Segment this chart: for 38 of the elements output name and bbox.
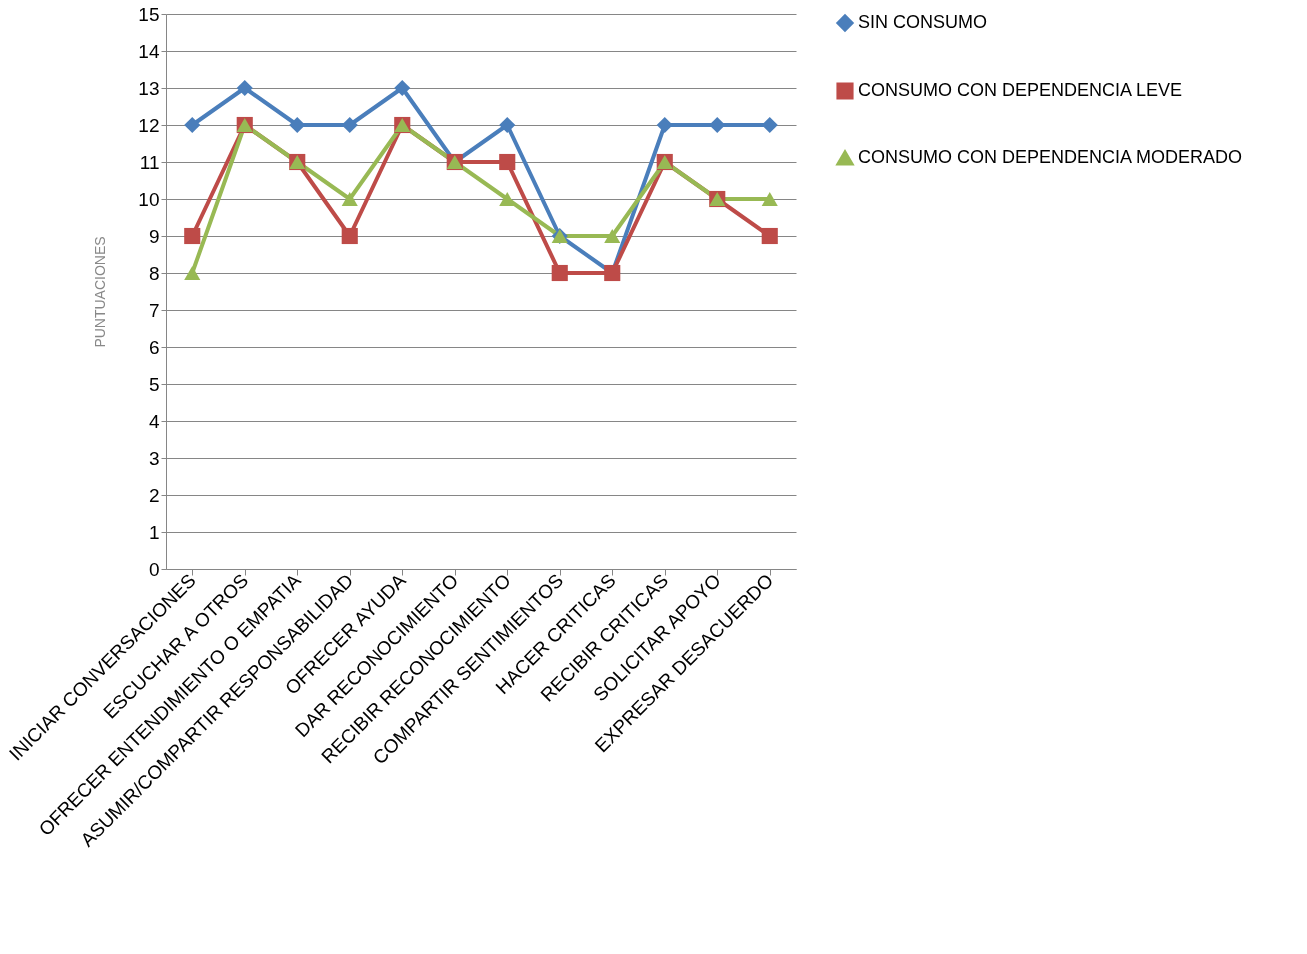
y-tick-label: 7 (148, 299, 160, 321)
point (184, 227, 201, 245)
point (289, 116, 306, 134)
y-tick-label: 10 (138, 188, 160, 210)
point (499, 192, 516, 206)
y-axis-title: PUNTUACIONES (92, 236, 109, 348)
y-tick-label: 4 (148, 410, 160, 432)
y-tick-label: 5 (148, 373, 160, 395)
point (341, 227, 358, 245)
point (236, 79, 253, 97)
point (184, 266, 201, 280)
point (341, 192, 358, 206)
legend-label: CONSUMO CON DEPENDENCIA MODERADO (858, 147, 1243, 167)
point (499, 116, 516, 134)
y-tick-label: 9 (148, 225, 160, 247)
y-tick-label: 1 (148, 521, 160, 543)
point (604, 229, 621, 243)
y-tick-label: 3 (148, 447, 160, 469)
point (761, 192, 778, 206)
y-tick-label: 14 (138, 40, 160, 62)
y-tick-label: 6 (148, 336, 160, 358)
y-tick-label: 15 (138, 3, 160, 25)
point (184, 116, 201, 134)
y-tick-label: 13 (138, 77, 160, 99)
y-tick-label: 0 (148, 558, 160, 580)
point (709, 116, 726, 134)
point (551, 264, 568, 282)
point (656, 116, 673, 134)
legend-label: CONSUMO CON DEPENDENCIA LEVE (858, 80, 1183, 100)
legend-label: SIN CONSUMO (858, 12, 988, 32)
point (341, 116, 358, 134)
y-tick-label: 11 (139, 151, 160, 173)
y-tick-label: 12 (138, 114, 160, 136)
point (499, 153, 516, 171)
y-tick-label: 8 (148, 262, 160, 284)
y-tick-label: 2 (148, 484, 160, 506)
point (394, 79, 411, 97)
point (761, 227, 778, 245)
